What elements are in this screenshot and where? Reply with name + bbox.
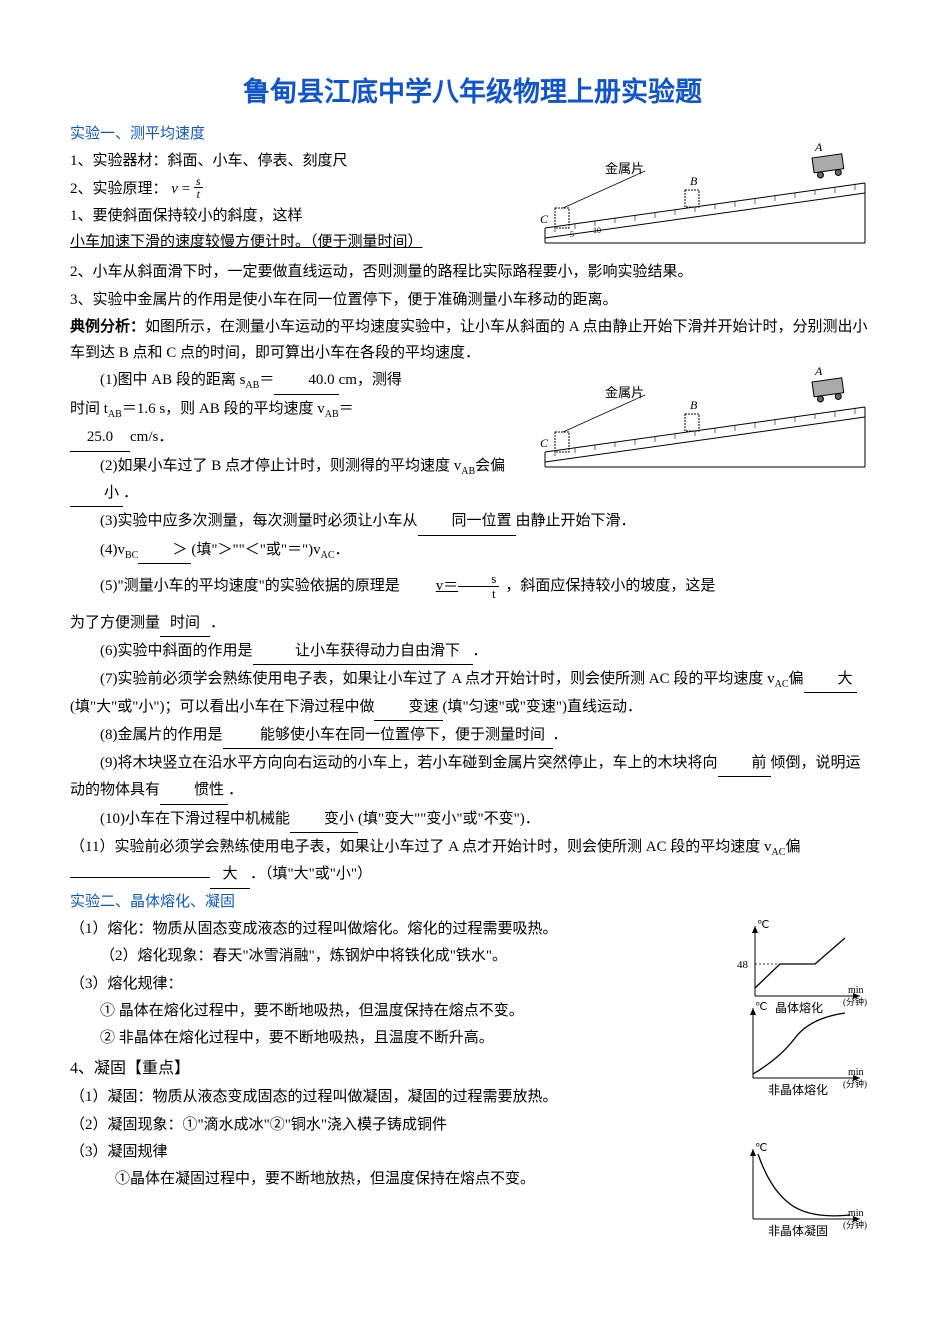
q6: (6)实验中斜面的作用是让小车获得动力自由滑下． — [70, 638, 875, 665]
svg-text:min: min — [848, 1208, 864, 1219]
exp2-p3-1: ① 晶体在熔化过程中，要不断地吸热，但温度保持在熔点不变。 — [70, 998, 730, 1024]
svg-text:非晶体凝固: 非晶体凝固 — [768, 1223, 828, 1238]
q10: (10)小车在下滑过程中机械能变小(填"变大""变小"或"不变")． — [70, 806, 875, 833]
q5-line2: 为了方便测量时间． — [70, 610, 875, 637]
exp2-p3-2: ② 非晶体在熔化过程中，要不断地吸热，且温度不断升高。 — [70, 1025, 730, 1051]
q9: (9)将木块竖立在沿水平方向向右运动的小车上，若小车碰到金属片突然停止，车上的木… — [70, 750, 875, 805]
svg-text:C: C — [540, 212, 549, 226]
q5-line1: (5)"测量小车的平均速度"的实验依据的原理是v＝st，斜面应保持较小的坡度，这… — [70, 572, 875, 602]
svg-text:C: C — [540, 436, 549, 450]
exp1-note2: 2、小车从斜面滑下时，一定要做直线运动，否则测量的路程比实际路程要小，影响实验结… — [70, 259, 875, 285]
svg-text:min: min — [848, 1067, 864, 1078]
svg-text:℃: ℃ — [757, 919, 769, 931]
amorphous-solidify-chart: ℃ min (分钟) 非晶体凝固 — [735, 1139, 875, 1249]
q1-line1: (1)图中 AB 段的距离 sAB＝40.0cm，测得 — [70, 367, 525, 395]
svg-text:min: min — [848, 985, 864, 996]
q4: (4)vBC＞(填"＞""＜"或"＝")vAC． — [70, 537, 875, 565]
svg-text:℃: ℃ — [755, 1001, 767, 1013]
exp2-p2: （2）熔化现象：春天"冰雪消融"，炼钢炉中将铁化成"铁水"。 — [70, 943, 730, 969]
svg-text:48: 48 — [737, 959, 749, 971]
svg-text:(分钟): (分钟) — [843, 1219, 867, 1230]
exp2-p4-2: （2）凝固现象：①"滴水成冰"②"铜水"浇入模子铸成铜件 — [70, 1112, 875, 1138]
svg-text:非晶体熔化: 非晶体熔化 — [768, 1082, 828, 1097]
exp1-note3: 3、实验中金属片的作用是使小车在同一位置停下，便于准确测量小车移动的距离。 — [70, 287, 875, 313]
exp1-note1: 1、要使斜面保持较小的斜度，这样小车加速下滑的速度较慢方便计时。（便于测量时间） — [70, 203, 510, 256]
svg-text:A: A — [814, 140, 823, 154]
q11: （11）实验前必须学会熟练使用电子表，如果让小车过了 A 点才开始计时，则会使所… — [70, 834, 875, 889]
q1-line2: 时间 tAB＝1.6 s，则 AB 段的平均速度 vAB＝ — [70, 396, 525, 424]
q8: (8)金属片的作用是能够使小车在同一位置停下，便于测量时间． — [70, 722, 875, 749]
exp2-p1: （1）熔化：物质从固态变成液态的过程叫做熔化。熔化的过程需要吸热。 — [70, 916, 730, 942]
svg-text:B: B — [690, 398, 698, 412]
q3: (3)实验中应多次测量，每次测量时必须让小车从同一位置由静止开始下滑． — [70, 508, 875, 535]
svg-text:A: A — [814, 364, 823, 378]
exp2-p4-3-1: ①晶体在凝固过程中，要不断地放热，但温度保持在熔点不变。 — [70, 1166, 730, 1192]
exp2-p4-1: （1）凝固：物质从液态变成固态的过程叫做凝固，凝固的过程需要放热。 — [70, 1084, 730, 1110]
q2-line1: (2)如果小车过了 B 点才停止计时，则测得的平均速度 vAB会偏小． — [70, 453, 525, 508]
svg-text:(分钟): (分钟) — [843, 1078, 867, 1089]
svg-text:5: 5 — [570, 230, 574, 239]
exp2-heading: 实验二、晶体熔化、凝固 — [70, 890, 875, 916]
example-analysis: 典例分析：如图所示，在测量小车运动的平均速度实验中，让小车从斜面的 A 点由静止… — [70, 314, 875, 367]
incline-diagram-2: 金属片 A B C — [535, 362, 875, 472]
svg-text:℃: ℃ — [755, 1142, 767, 1154]
q7: (7)实验前必须学会熟练使用电子表，如果让小车过了 A 点才开始计时，则会使所测… — [70, 666, 875, 721]
svg-text:10: 10 — [593, 226, 601, 235]
page-title: 鲁甸县江底中学八年级物理上册实验题 — [70, 70, 875, 116]
svg-text:B: B — [690, 174, 698, 188]
amorphous-melting-chart: ℃ min (分钟) 非晶体熔化 — [735, 998, 875, 1108]
incline-diagram-1: 5 10 金属片 A B C — [535, 138, 875, 248]
